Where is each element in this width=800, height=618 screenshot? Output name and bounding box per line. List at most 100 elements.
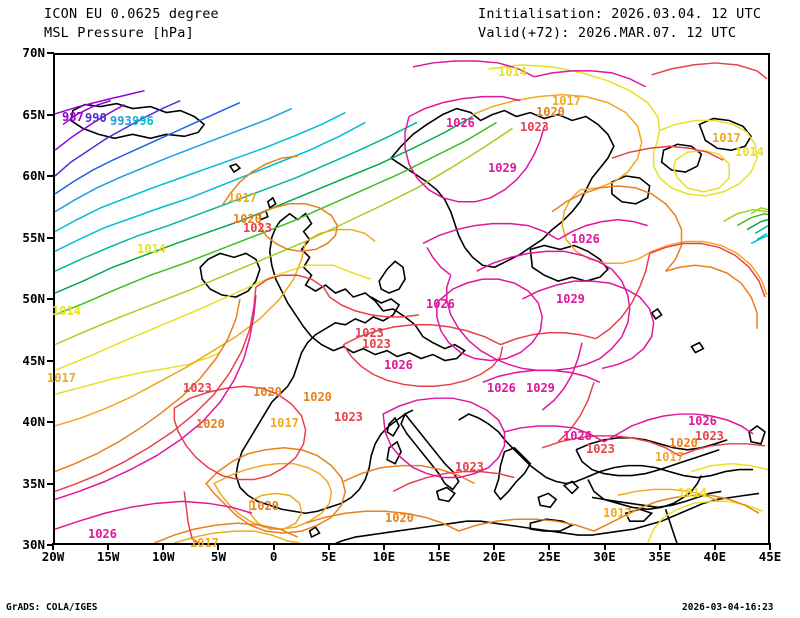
contour-value-label: 1029 (488, 161, 517, 175)
field-title: MSL Pressure [hPa] (44, 25, 194, 41)
lon-tick-label: 40E (703, 549, 727, 564)
contour-value-label: 993 (110, 114, 132, 128)
lon-tick-label: 20E (482, 549, 506, 564)
lat-tick-mark (47, 482, 54, 485)
lon-tick-label: 15W (96, 549, 120, 564)
contour-value-label: 1026 (571, 232, 600, 246)
lat-tick-label: 30N (22, 537, 45, 552)
lon-tick-label: 45E (758, 549, 782, 564)
lon-tick-mark (548, 543, 551, 550)
lat-tick-mark (47, 421, 54, 423)
lat-tick-label: 70N (22, 45, 45, 60)
lon-tick-mark (493, 543, 496, 550)
lon-tick-mark (217, 543, 220, 550)
contour-value-label: 1020 (253, 385, 282, 399)
lat-tick-mark (47, 236, 54, 239)
lon-tick-label: 35E (648, 549, 671, 564)
contour-value-label: 1023 (243, 221, 272, 235)
lat-tick-label: 35N (22, 475, 45, 491)
lon-tick-label: 30E (593, 549, 616, 564)
contour-value-label: 1026 (88, 527, 117, 541)
lon-tick-mark (52, 543, 54, 550)
lat-tick-mark (47, 298, 54, 300)
lon-tick-mark (382, 543, 385, 550)
lat-tick-label: 60N (22, 168, 45, 183)
grads-credit: GrADS: COLA/IGES (6, 602, 98, 613)
contour-value-label: 1029 (526, 381, 555, 395)
contour-value-label: 1023 (362, 337, 391, 351)
contour-value-label: 1023 (455, 460, 484, 474)
contour-value-label: 1026 (487, 381, 516, 395)
valid-time-label: Valid(+72): 2026.MAR.07. 12 UTC (478, 25, 737, 41)
lon-tick-mark (438, 543, 441, 550)
contour-value-label: 1023 (183, 381, 212, 395)
lon-tick-label: 5E (321, 549, 337, 564)
lon-tick-label: 5W (210, 549, 226, 564)
contour-value-label: 1023 (695, 429, 724, 443)
lon-tick-mark (107, 543, 110, 550)
lon-tick-label: 10E (372, 549, 396, 564)
lat-tick-label: 40N (22, 414, 45, 429)
contour-map-svg (55, 60, 768, 543)
contour-value-label: 1020 (536, 105, 565, 119)
contour-value-label: 1014 (52, 304, 81, 318)
lon-tick-mark (162, 543, 165, 550)
contour-value-label: 1023 (355, 326, 384, 340)
contour-value-label: 987 (62, 110, 84, 124)
lat-tick-mark (47, 113, 54, 116)
contour-value-label: 1017 (552, 94, 581, 108)
contour-value-label: 1023 (586, 442, 615, 456)
map-plot-area (53, 53, 770, 545)
lon-tick-label: 15E (427, 549, 451, 564)
contour-value-label: 1026 (688, 414, 717, 428)
contour-value-label: 996 (132, 114, 154, 128)
contour-value-label: 1017 (712, 131, 741, 145)
lon-tick-label: 0 (269, 549, 278, 564)
lat-tick-label: 65N (22, 106, 45, 122)
render-timestamp: 2026-03-04-16:23 (682, 602, 774, 613)
lon-tick-label: 20W (41, 549, 65, 564)
contour-value-label: 1020 (233, 212, 262, 226)
contour-value-label: 1020 (250, 499, 279, 513)
contour-value-label: 1017 (655, 450, 684, 464)
contour-value-label: 1017 (47, 371, 76, 385)
contour-value-label: 1023 (520, 120, 549, 134)
contour-value-label: 1026 (446, 116, 475, 130)
lon-tick-label: 10W (152, 549, 175, 564)
lon-tick-mark (658, 543, 661, 550)
contour-value-label: 1017 (190, 536, 219, 550)
contour-value-label: 1026 (563, 429, 592, 443)
model-title: ICON EU 0.0625 degree (44, 6, 219, 22)
contour-value-label: 1020 (303, 390, 332, 404)
contour-value-label: 1026 (384, 358, 413, 372)
lon-tick-mark (603, 543, 606, 550)
contour-value-label: 1026 (426, 297, 455, 311)
lat-tick-mark (47, 175, 54, 177)
contour-value-label: 1014 (498, 65, 527, 79)
contour-value-label: 1017 (228, 191, 257, 205)
lon-tick-mark (769, 543, 771, 550)
contour-value-label: 1023 (334, 410, 363, 424)
contour-lines-layer (55, 60, 768, 543)
lon-tick-mark (272, 543, 275, 550)
lat-tick-label: 45N (22, 352, 45, 368)
contour-value-label: 1029 (556, 292, 585, 306)
contour-value-label: 1020 (669, 436, 698, 450)
map-canvas (55, 55, 768, 543)
lat-tick-label: 50N (22, 291, 45, 306)
contour-value-label: 1014 (735, 145, 764, 159)
initialisation-label: Initialisation: 2026.03.04. 12 UTC (478, 6, 762, 22)
lat-tick-mark (47, 52, 54, 54)
contour-value-label: 1014 (137, 242, 166, 256)
contour-value-label: 990 (85, 111, 107, 125)
lon-tick-mark (713, 543, 716, 550)
contour-value-label: 1020 (196, 417, 225, 431)
contour-value-label: 1017 (270, 416, 299, 430)
lat-tick-label: 55N (22, 229, 45, 245)
contour-value-label: 1020 (385, 511, 414, 525)
lon-tick-label: 25E (538, 549, 561, 564)
lat-tick-mark (47, 359, 54, 362)
contour-value-label: 1014 (678, 486, 707, 500)
contour-value-label: 1017 (603, 506, 632, 520)
coastlines-layer (70, 102, 766, 543)
